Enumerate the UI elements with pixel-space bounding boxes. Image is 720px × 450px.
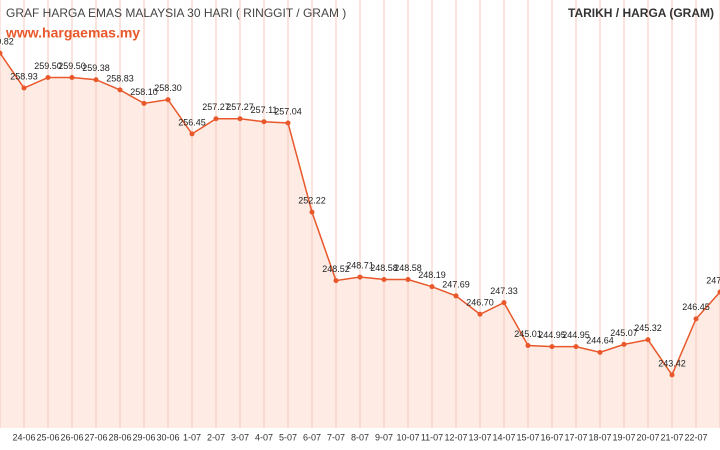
x-tick-label: 4-07 [255,432,273,442]
point [45,74,51,80]
point [645,337,651,343]
data-label: 243.42 [658,358,686,368]
x-tick-label: 5-07 [279,432,297,442]
point [165,97,171,103]
data-label: 258.10 [130,87,158,97]
data-label: 257.27 [226,102,254,112]
data-label: 252.22 [298,196,326,206]
data-label: 257.27 [202,102,230,112]
x-tick-label: 30-06 [156,432,179,442]
data-label: 247.69 [442,279,470,289]
data-label: 248.58 [394,263,422,273]
data-label: 248.52 [322,264,350,274]
point [573,344,579,350]
data-label: 248.19 [418,270,446,280]
data-label: 245.32 [634,323,662,333]
x-tick-label: 29-06 [132,432,155,442]
point [549,344,555,350]
point [621,341,627,347]
x-tick-label: 6-07 [303,432,321,442]
data-label: 245.01 [514,329,542,339]
data-label: 259.38 [82,63,110,73]
x-tick-label: 3-07 [231,432,249,442]
x-tick-label: 7-07 [327,432,345,442]
data-label: 246.70 [466,298,494,308]
point [189,131,195,137]
data-label: 244.95 [562,330,590,340]
point [141,100,147,106]
x-tick-label: 18-07 [588,432,611,442]
x-tick-label: 13-07 [468,432,491,442]
data-label: 247.33 [490,286,518,296]
x-tick-label: 19-07 [612,432,635,442]
data-label: 259.50 [58,61,86,71]
point [717,289,720,295]
point [429,284,435,290]
x-tick-label: 11-07 [421,432,443,442]
data-label: 260.82 [0,36,14,46]
data-label: 259.50 [34,61,62,71]
data-label: 246.45 [682,302,710,312]
point [453,293,459,299]
data-label: 245.07 [610,328,638,338]
x-tick-label: 16-07 [540,432,563,442]
point [477,311,483,317]
x-tick-label: 2-07 [207,432,225,442]
x-tick-label: 12-07 [444,432,467,442]
x-tick-label: 26-06 [60,432,83,442]
x-tick-label: 1-07 [183,432,201,442]
x-tick-label: 17-07 [564,432,587,442]
point [381,276,387,282]
data-label: 258.83 [106,73,134,83]
x-tick-label: 24-06 [12,432,35,442]
x-tick-label: 27-06 [84,432,107,442]
point [333,278,339,284]
point [693,316,699,322]
x-tick-label: 15-07 [516,432,539,442]
point [0,50,3,56]
x-tick-label: 9-07 [375,432,393,442]
x-tick-label: 20-07 [636,432,659,442]
x-tick-label: 10-07 [396,432,419,442]
point [285,120,291,126]
axis-label: TARIKH / HARGA (GRAM) [568,6,714,20]
x-tick-label: 21-07 [660,432,683,442]
point [501,300,507,306]
point [261,119,267,125]
x-tick-label: 28-06 [108,432,131,442]
data-label: 248.71 [346,260,374,270]
point [237,116,243,122]
data-label: 258.30 [154,83,182,93]
data-label: 257.04 [274,106,302,116]
point [405,276,411,282]
data-label: 244.64 [586,336,614,346]
point [69,74,75,80]
point [309,209,315,215]
data-label: 258.93 [10,71,38,81]
area [0,53,720,429]
point [669,372,675,378]
point [213,116,219,122]
x-tick-label: 14-07 [492,432,515,442]
chart-title: GRAF HARGA EMAS MALAYSIA 30 HARI ( RINGG… [6,6,346,20]
x-tick-label: 25-06 [36,432,59,442]
point [597,349,603,355]
chart-subtitle: www.hargaemas.my [5,25,140,41]
x-tick-label: 22-07 [684,432,707,442]
data-label: 247.90 [706,275,720,285]
x-tick-label: 8-07 [351,432,369,442]
point [525,342,531,348]
point [21,85,27,91]
data-label: 244.95 [538,330,566,340]
data-label: 256.45 [178,117,206,127]
data-label: 248.58 [370,263,398,273]
plot [0,0,720,429]
data-label: 257.11 [251,105,278,115]
point [117,87,123,93]
point [357,274,363,280]
point [93,77,99,83]
